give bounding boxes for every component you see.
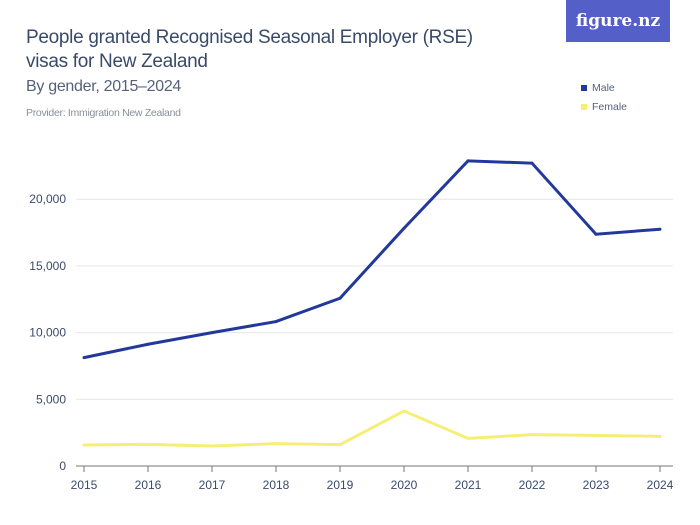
data-point-female: [338, 443, 342, 447]
y-tick-label: 20,000: [29, 192, 66, 206]
y-tick-label: 0: [59, 459, 66, 473]
legend-label-female: Female: [592, 100, 628, 113]
data-point-male: [530, 161, 534, 165]
data-point-female: [658, 434, 662, 438]
legend: Male Female: [581, 78, 627, 116]
data-point-male: [402, 226, 406, 230]
data-point-male: [466, 159, 470, 163]
data-point-female: [594, 433, 598, 437]
x-tick-label: 2019: [327, 478, 354, 492]
data-point-female: [274, 442, 278, 446]
x-tick-label: 2023: [583, 478, 610, 492]
series-line-female: [83, 409, 661, 448]
legend-swatch-male: [581, 84, 587, 91]
data-point-female: [82, 443, 86, 447]
chart-subtitle: By gender, 2015–2024: [26, 78, 182, 95]
x-tick-label: 2024: [647, 478, 674, 492]
y-tick-label: 15,000: [29, 259, 66, 273]
x-tick-label: 2021: [455, 478, 482, 492]
data-point-male: [594, 232, 598, 236]
data-point-female: [466, 436, 470, 440]
data-point-male: [274, 320, 278, 324]
data-point-female: [210, 444, 214, 448]
chart-title: People granted Recognised Seasonal Emplo…: [26, 27, 473, 72]
data-point-female: [530, 433, 534, 437]
data-point-male: [210, 331, 214, 335]
legend-swatch-female: [581, 103, 587, 110]
legend-item-female: Female: [581, 97, 627, 116]
series-line-male: [83, 159, 661, 360]
data-point-male: [658, 227, 662, 231]
data-point-male: [338, 296, 342, 300]
figure-nz-logo[interactable]: figure.nz: [566, 0, 670, 42]
x-tick-label: 2018: [263, 478, 290, 492]
data-point-female: [146, 442, 150, 446]
x-tick-label: 2017: [199, 478, 226, 492]
data-point-male: [82, 356, 86, 360]
x-tick-label: 2016: [135, 478, 162, 492]
x-tick-label: 2015: [71, 478, 98, 492]
provider-text: Provider: Immigration New Zealand: [26, 107, 181, 119]
x-tick-label: 2022: [519, 478, 546, 492]
x-tick-label: 2020: [391, 478, 418, 492]
data-point-female: [402, 409, 406, 413]
data-point-male: [146, 342, 150, 346]
y-tick-label: 10,000: [29, 326, 66, 340]
legend-item-male: Male: [581, 78, 627, 97]
y-tick-label: 5,000: [36, 392, 66, 406]
legend-label-male: Male: [592, 81, 615, 94]
